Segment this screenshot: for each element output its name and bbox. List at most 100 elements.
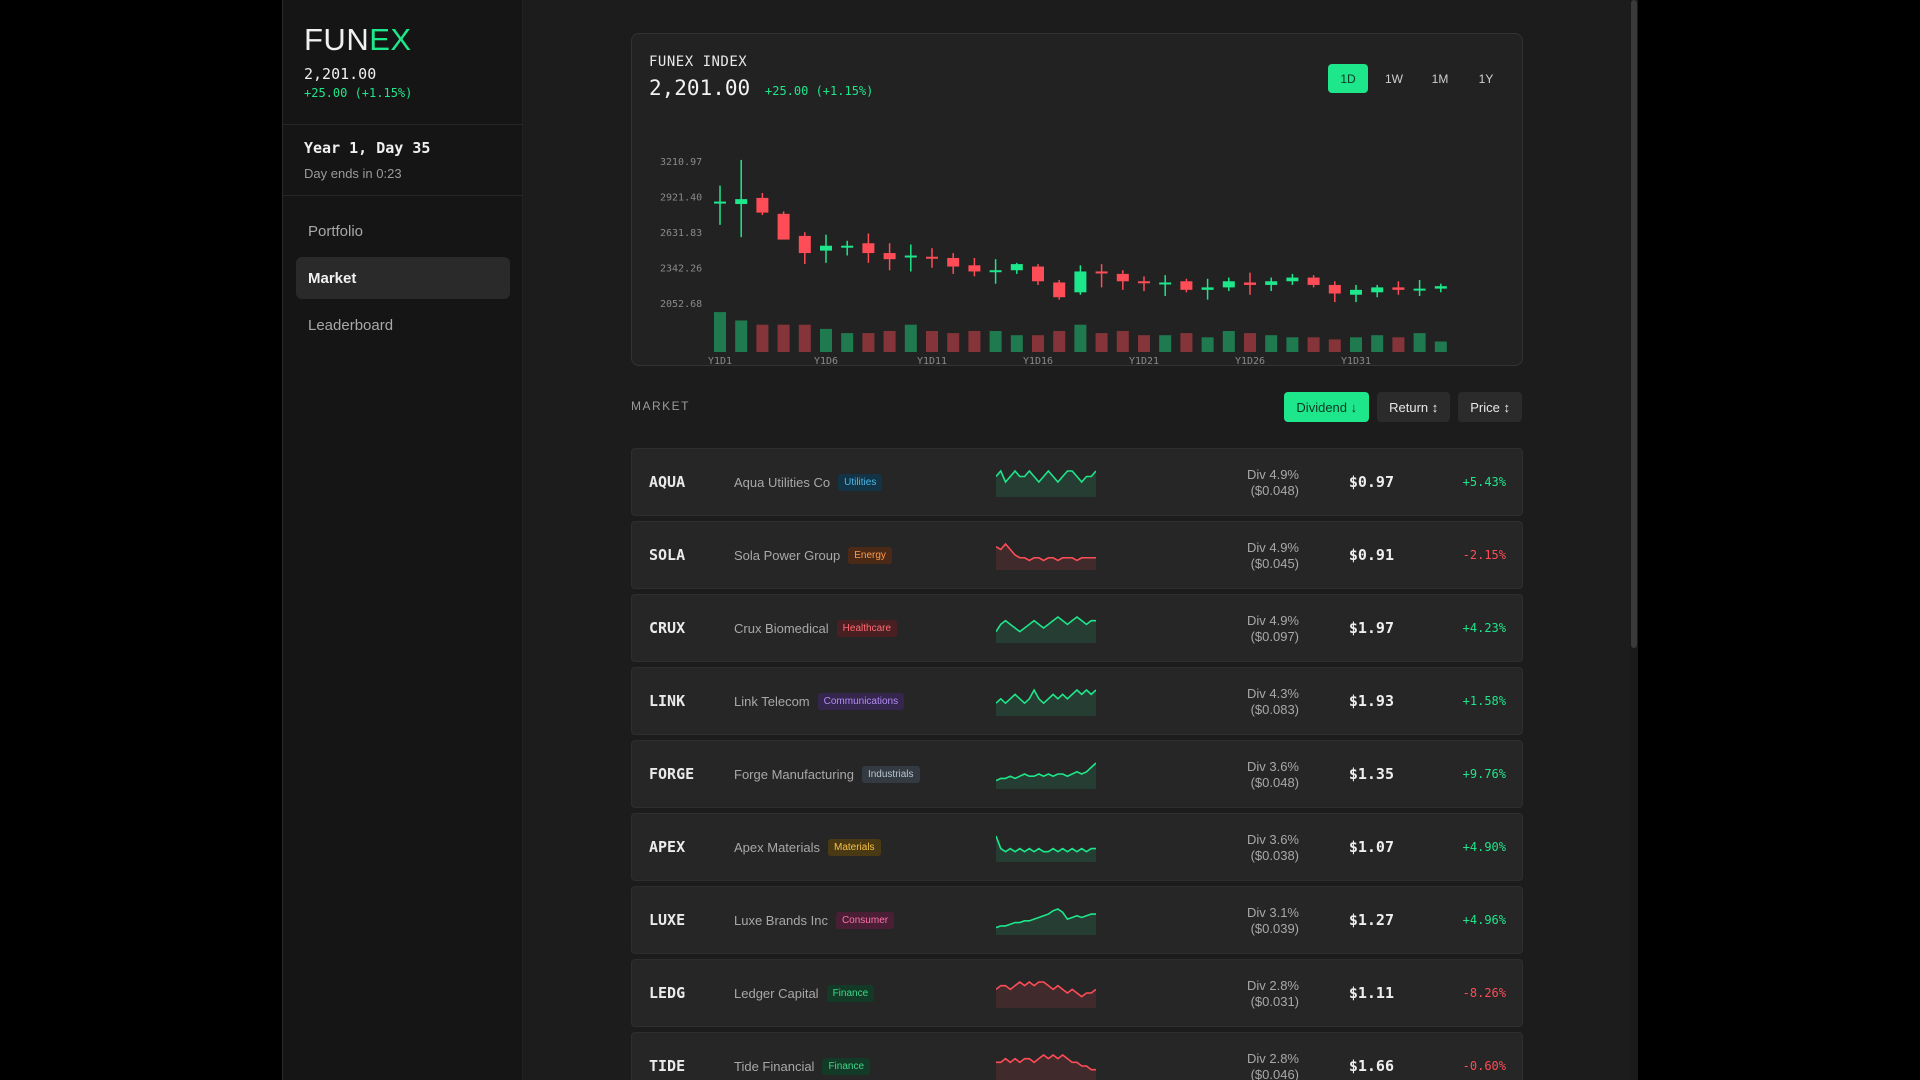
sort-price-button[interactable]: Price ↕ [1458,392,1522,422]
company-name: Sola Power Group [734,548,841,563]
stock-row[interactable]: FORGE Forge Manufacturing Industrials Di… [631,740,1523,808]
range-1w-button[interactable]: 1W [1385,71,1403,86]
scrollbar-thumb[interactable] [1631,0,1637,648]
sector-tag: Materials [827,839,881,856]
index-change: +25.00 (+1.15%) [765,84,874,98]
sort-return-button[interactable]: Return ↕ [1377,392,1451,422]
sparkline-line [996,469,1096,484]
company-name: Luxe Brands Inc [734,913,828,928]
stock-ticker: LEDG [649,984,686,1002]
sparkline [996,908,1096,935]
stock-row[interactable]: AQUA Aqua Utilities Co Utilities Div 4.9… [631,448,1523,516]
sparkline [996,835,1096,862]
candlestick-chart: 3210.97 2921.40 2631.83 2342.26 2052.68 Y1D1 Y… [660,157,1447,364]
sidebar-index-change: +25.00 (+1.15%) [304,86,413,100]
scrollbar[interactable] [1630,0,1638,1080]
range-1m-button[interactable]: 1M [1431,71,1449,86]
volume-bar [1010,335,1023,352]
dividend-yield: Div 3.1% [1246,905,1299,920]
candle-body [1010,264,1023,271]
sector-tag: Industrials [861,766,920,783]
stock-company: Aqua Utilities Co Utilities [734,474,883,491]
stock-company: Tide Financial Finance [734,1058,871,1075]
funex-logo[interactable]: FUNEX [304,22,412,58]
volume-bar [1265,335,1278,352]
stock-change: -8.26% [1462,986,1506,1000]
sparkline-line [996,615,1096,633]
volume-bar [1307,337,1320,352]
volume-bar [1244,333,1256,352]
candle-body [1265,281,1278,285]
volume-bar [862,333,875,352]
stock-price: $1.97 [1348,619,1394,637]
volume-bar [989,331,1002,352]
dividend-yield: Div 3.6% [1246,832,1299,847]
x-tick-label: Y1D1 [708,356,732,364]
stock-row[interactable]: LUXE Luxe Brands Inc Consumer Div 3.1% (… [631,886,1523,954]
stock-price: $1.93 [1348,692,1394,710]
range-1y-button[interactable]: 1Y [1478,71,1494,86]
sort-controls: Dividend ↓ Return ↕ Price ↕ [1284,392,1522,422]
candle-body [968,265,981,272]
sparkline-line [996,908,1096,929]
stock-row[interactable]: CRUX Crux Biomedical Healthcare Div 4.9%… [631,594,1523,662]
volume-bar [1413,333,1426,352]
sparkline [996,615,1096,643]
stock-ticker: TIDE [649,1057,686,1075]
y-tick-label: 2342.26 [660,263,702,274]
volume-bar [777,324,790,352]
stock-row[interactable]: LINK Link Telecom Communications Div 4.3… [631,667,1523,735]
stock-change: -0.60% [1462,1059,1506,1073]
index-price: 2,201.00 [649,76,751,100]
sort-dividend-button[interactable]: Dividend ↓ [1284,392,1370,422]
sparkline [996,542,1096,570]
candle-body [1222,281,1235,288]
dividend-info: Div 2.8% ($0.031) [1247,978,1299,1010]
x-tick-label: Y1D6 [814,356,838,364]
stock-price: $1.66 [1348,1057,1394,1075]
company-name: Crux Biomedical [734,621,829,636]
stock-row[interactable]: LEDG Ledger Capital Finance Div 2.8% ($0… [631,959,1523,1027]
stock-ticker: APEX [649,838,686,856]
candle-body [1032,266,1044,282]
nav-label: Portfolio [308,222,364,240]
dividend-amount: ($0.097) [1250,629,1299,644]
stock-change: +4.96% [1462,913,1506,927]
nav-leaderboard[interactable]: Leaderboard [296,304,510,346]
sector-tag: Finance [826,985,875,1002]
sparkline-area [996,544,1096,570]
candle-body [1328,284,1341,294]
sector-tag: Energy [848,547,892,564]
dividend-yield: Div 2.8% [1246,1051,1299,1066]
stock-row[interactable]: TIDE Tide Financial Finance Div 2.8% ($0… [631,1032,1523,1080]
sparkline-area [996,1055,1096,1080]
volume-bar [947,333,960,352]
sparkline-line [996,762,1096,782]
candle-body [1159,282,1172,285]
volume-bar [1116,331,1129,352]
sector-tag: Finance [822,1058,871,1075]
stock-row[interactable]: APEX Apex Materials Materials Div 3.6% (… [631,813,1523,881]
x-tick-label: Y1D16 [1023,356,1053,364]
sparkline-line [996,542,1096,562]
stock-change: +4.23% [1462,621,1506,635]
range-1d-button[interactable]: 1D [1328,64,1368,93]
stock-row[interactable]: SOLA Sola Power Group Energy Div 4.9% ($… [631,521,1523,589]
stock-change: +4.90% [1462,840,1506,854]
stock-ticker: AQUA [649,473,686,491]
y-tick-label: 2052.68 [660,299,702,310]
nav-portfolio[interactable]: Portfolio [296,210,510,252]
candle-body [1138,281,1150,284]
company-name: Tide Financial [734,1059,815,1074]
nav-market[interactable]: Market [296,257,510,299]
stock-ticker: LUXE [649,911,686,929]
volume-bar [1180,333,1193,352]
stock-ticker: CRUX [649,619,686,637]
volume-bar [968,331,981,352]
candle-body [798,235,811,254]
sector-tag: Utilities [838,474,883,491]
x-tick-label: Y1D31 [1341,356,1371,364]
logo-accent: EX [369,22,412,57]
day-label: Year 1, Day 35 [304,139,431,157]
dividend-yield: Div 4.9% [1246,613,1299,628]
